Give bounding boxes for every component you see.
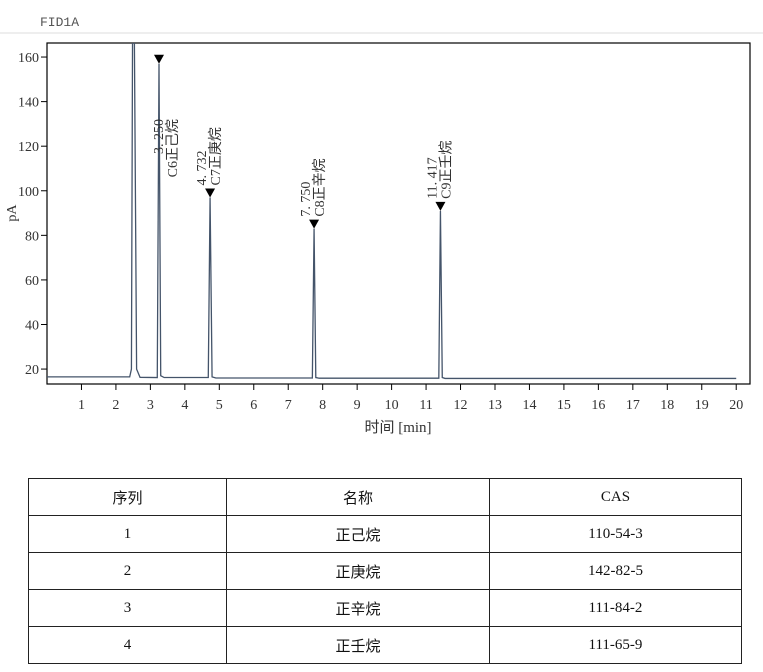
table-cell: 正辛烷: [226, 589, 490, 627]
y-axis-label: pA: [5, 204, 20, 222]
chromatogram-line: [47, 43, 737, 380]
peak-marker: [205, 188, 216, 198]
table-cell: 正己烷: [226, 515, 490, 553]
x-tick-label: 10: [385, 398, 399, 413]
table-cell: CAS: [489, 478, 742, 516]
x-tick-label: 9: [354, 398, 361, 413]
x-tick-label: 5: [216, 398, 223, 413]
peak-time: 7. 750: [299, 182, 314, 217]
y-tick-label: 120: [18, 140, 39, 155]
table-cell: 142-82-5: [489, 552, 742, 590]
x-tick-label: 12: [454, 398, 468, 413]
y-tick-label: 100: [18, 185, 39, 200]
table-row: 2 正庚烷 142-82-5: [28, 552, 742, 590]
x-tick-label: 2: [112, 398, 119, 413]
x-tick-label: 18: [660, 398, 674, 413]
peak-label: 11. 417 C9正壬烷: [425, 140, 454, 198]
table-cell: 110-54-3: [489, 515, 742, 553]
chart-title: FID1A: [40, 15, 79, 30]
peak-name: C7正庚烷: [208, 127, 224, 185]
x-tick-label: 4: [181, 398, 188, 413]
x-tick-label: 13: [488, 398, 502, 413]
peak-time: 11. 417: [425, 157, 440, 198]
peak-marker: [435, 201, 446, 211]
table-cell: 4: [28, 626, 227, 664]
y-tick-label: 60: [25, 274, 39, 289]
peak-marker: [309, 219, 320, 229]
table-row: 序列 名称 CAS: [28, 478, 742, 516]
peak-label: 3. 250 C6正己烷: [152, 119, 181, 177]
peak-time: 3. 250: [152, 119, 167, 154]
table-row: 3 正辛烷 111-84-2: [28, 589, 742, 627]
x-tick-label: 17: [626, 398, 640, 413]
y-tick-label: 40: [25, 318, 39, 333]
peak-marker: [153, 54, 164, 64]
table-cell: 111-65-9: [489, 626, 742, 664]
table-cell: 正壬烷: [226, 626, 490, 664]
x-tick-label: 14: [522, 398, 536, 413]
x-tick-label: 15: [557, 398, 571, 413]
y-tick-label: 80: [25, 229, 39, 244]
chart: FID1A pA 时间 [min] 1 2 3 4 5 6 7 8 9 10 11 12 13 14 15 1…: [0, 15, 763, 436]
table-cell: 1: [28, 515, 227, 553]
x-tick-label: 6: [250, 398, 257, 413]
peak-name: C8正辛烷: [312, 158, 328, 216]
y-tick-label: 160: [18, 51, 39, 66]
table-cell: 2: [28, 552, 227, 590]
x-tick-label: 11: [419, 398, 432, 413]
x-tick-label: 19: [695, 398, 709, 413]
table-cell: 3: [28, 589, 227, 627]
peak-name: C6正己烷: [165, 119, 181, 177]
x-tick-label: 16: [591, 398, 605, 413]
y-tick-label: 140: [18, 96, 39, 111]
x-tick-label: 7: [285, 398, 292, 413]
y-tick-label: 20: [25, 363, 39, 378]
table: 序列 名称 CAS 1 正己烷 110-54-3 2 正庚烷 142-82-5 3 正辛烷 111-8…: [28, 478, 742, 664]
peak-time: 4. 732: [195, 150, 210, 185]
table-row: 4 正壬烷 111-65-9: [28, 626, 742, 664]
table-cell: 序列: [28, 478, 227, 516]
table-cell: 名称: [226, 478, 490, 516]
peak-name: C9正壬烷: [438, 140, 454, 198]
table-cell: 正庚烷: [226, 552, 490, 590]
table-cell: 111-84-2: [489, 589, 742, 627]
peak-label: 7. 750 C8正辛烷: [299, 158, 328, 216]
x-axis-label: 时间 [min]: [364, 419, 431, 436]
x-tick-label: 3: [147, 398, 154, 413]
x-tick-label: 1: [78, 398, 85, 413]
plot-frame: [46, 42, 751, 385]
table-row: 1 正己烷 110-54-3: [28, 515, 742, 553]
peak-label: 4. 732 C7正庚烷: [195, 127, 224, 185]
x-tick-label: 20: [729, 398, 743, 413]
x-tick-label: 8: [319, 398, 326, 413]
